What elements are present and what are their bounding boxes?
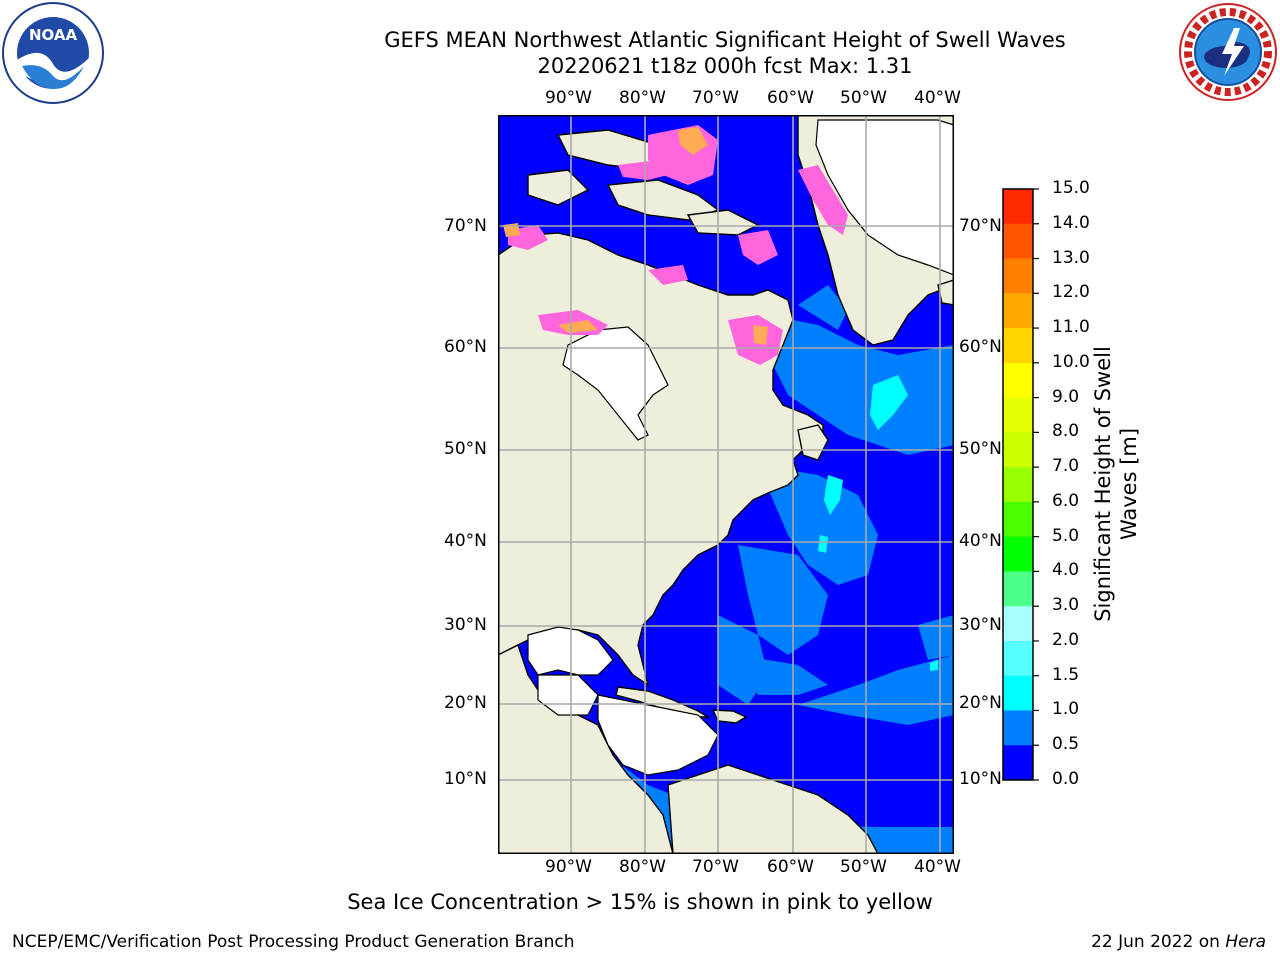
chart-title: GEFS MEAN Northwest Atlantic Significant… (384, 28, 1066, 52)
lat-label-right: 30°N (959, 615, 1002, 635)
lon-label-bottom: 60°W (767, 857, 814, 877)
colorbar-segment (1003, 536, 1033, 572)
lon-label-top: 80°W (619, 88, 666, 108)
lat-label-left: 30°N (444, 615, 487, 635)
lat-label-right: 50°N (959, 439, 1002, 459)
colorbar-tick-label: 0.0 (1052, 769, 1080, 789)
map-frame (498, 115, 954, 854)
colorbar-tick-label: 3.0 (1052, 595, 1080, 616)
colorbar-segment (1003, 745, 1033, 781)
lon-label-bottom: 70°W (692, 857, 739, 877)
colorbar-segment (1003, 223, 1033, 260)
colorbar-tick-label: 8.0 (1052, 421, 1080, 442)
colorbar-segment (1003, 293, 1033, 329)
lon-label-top: 40°W (914, 88, 961, 108)
lon-label-bottom: 80°W (619, 857, 666, 877)
lat-label-right: 70°N (959, 216, 1002, 236)
sea-ice-high-patches (503, 127, 768, 345)
colorbar-segment (1003, 362, 1033, 399)
colorbar (1002, 188, 1039, 781)
lat-label-left: 10°N (444, 769, 487, 789)
lon-label-top: 90°W (545, 88, 592, 108)
colorbar-tick-label: 5.0 (1052, 525, 1080, 546)
lat-label-left: 70°N (444, 216, 487, 236)
footer-branch: NCEP/EMC/Verification Post Processing Pr… (12, 932, 575, 952)
lon-label-top: 70°W (692, 88, 739, 108)
colorbar-segment (1003, 189, 1033, 225)
colorbar-segment (1003, 710, 1033, 746)
colorbar-tick-label: 13.0 (1052, 247, 1090, 268)
lon-label-bottom: 90°W (545, 857, 592, 877)
nws-logo (1179, 3, 1277, 101)
colorbar-tick-label: 15.0 (1052, 178, 1090, 198)
noaa-logo: NOAA (2, 2, 104, 104)
lat-label-right: 40°N (959, 531, 1002, 551)
colorbar-tick-label: 0.5 (1052, 734, 1080, 755)
lat-label-right: 20°N (959, 693, 1002, 713)
colorbar-tick-label: 12.0 (1052, 282, 1090, 303)
colorbar-segment (1003, 640, 1033, 677)
colorbar-segment (1003, 397, 1033, 433)
colorbar-tick-label: 2.0 (1052, 629, 1080, 650)
colorbar-tick-label: 1.5 (1052, 664, 1080, 685)
colorbar-segment (1003, 675, 1033, 711)
colorbar-segment (1003, 432, 1033, 468)
lat-label-left: 50°N (444, 439, 487, 459)
colorbar-tick-label: 11.0 (1052, 317, 1090, 338)
swell-1.0-1.5-field (818, 375, 938, 671)
colorbar-tick-label: 10.0 (1052, 351, 1090, 372)
lat-label-left: 20°N (444, 693, 487, 713)
colorbar-segment (1003, 328, 1033, 364)
lon-label-bottom: 50°W (840, 857, 887, 877)
colorbar-segment (1003, 571, 1033, 607)
lat-label-left: 40°N (444, 531, 487, 551)
map-panel (498, 115, 954, 854)
footer-date: 22 Jun 2022 on Hera (1091, 932, 1266, 952)
sea-ice-caption: Sea Ice Concentration > 15% is shown in … (347, 890, 933, 914)
noaa-logo-text: NOAA (29, 26, 78, 44)
colorbar-tick-label: 14.0 (1052, 212, 1090, 233)
lon-label-bottom: 40°W (914, 857, 961, 877)
lat-label-right: 60°N (959, 337, 1002, 357)
colorbar-segment (1003, 606, 1033, 642)
swell-0.5-1.0-field (498, 285, 954, 854)
colorbar-tick-label: 4.0 (1052, 560, 1080, 581)
graticule (498, 115, 954, 854)
colorbar-tick-label: 9.0 (1052, 386, 1080, 407)
colorbar-segment (1003, 501, 1033, 538)
footer-host: Hera (1225, 932, 1266, 952)
chart-subtitle: 20220621 t18z 000h fcst Max: 1.31 (537, 54, 913, 78)
colorbar-tick-label: 1.0 (1052, 699, 1080, 720)
lon-label-top: 60°W (767, 88, 814, 108)
colorbar-tick-label: 6.0 (1052, 490, 1080, 511)
colorbar-frame (1002, 188, 1034, 781)
no-data-regions (527, 119, 954, 776)
lat-label-left: 60°N (444, 337, 487, 357)
colorbar-segment (1003, 258, 1033, 294)
lon-label-top: 50°W (840, 88, 887, 108)
colorbar-tick-label: 7.0 (1052, 456, 1080, 477)
lat-label-right: 10°N (959, 769, 1002, 789)
colorbar-segment (1003, 467, 1033, 503)
